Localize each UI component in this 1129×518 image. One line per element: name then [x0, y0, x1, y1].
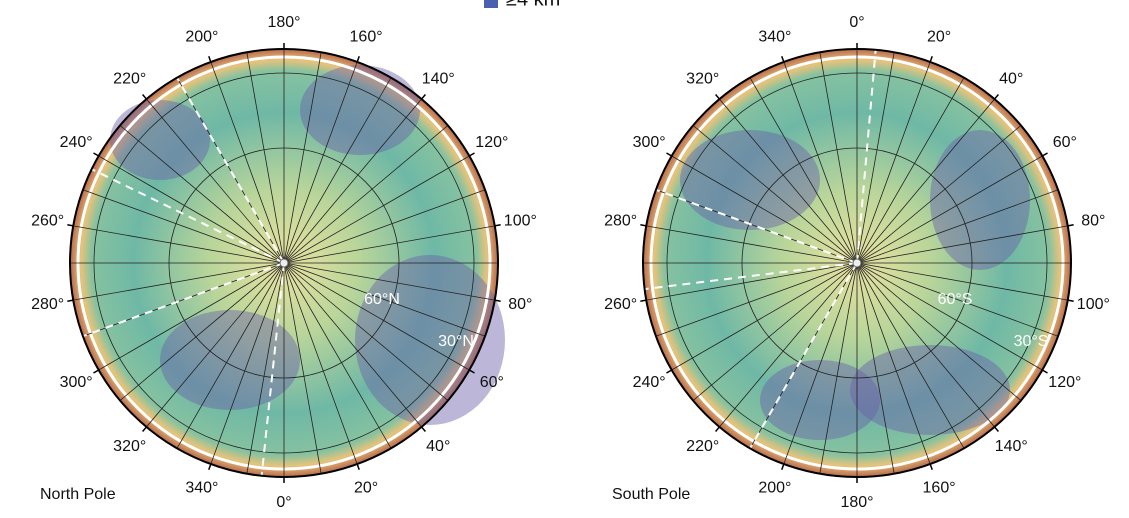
- longitude-tick: [495, 225, 501, 226]
- pole-dot: [280, 259, 288, 267]
- longitude-tick: [1042, 153, 1047, 156]
- longitude-label: 320°: [113, 438, 146, 455]
- longitude-label: 320°: [686, 70, 719, 87]
- longitude-label: 80°: [1081, 213, 1105, 230]
- longitude-tick: [995, 94, 999, 99]
- polar-map: 0° 20° 40° 60° 80° 100° 120° 140° 160° 180° 200° 22…: [31, 14, 537, 511]
- longitude-label: 0°: [849, 14, 864, 31]
- longitude-label: 160°: [350, 29, 383, 46]
- longitude-label: 20°: [354, 480, 378, 497]
- polar-map: 0° 20° 40° 60° 80° 100° 120° 140° 160° 180° 200° 22…: [604, 14, 1110, 511]
- longitude-tick: [930, 56, 932, 62]
- longitude-tick: [640, 225, 646, 226]
- longitude-tick: [67, 300, 73, 301]
- terrain-low: [355, 255, 505, 425]
- legend-label: ≥4 km: [506, 0, 560, 10]
- longitude-tick: [1068, 300, 1074, 301]
- longitude-label: 280°: [604, 213, 637, 230]
- latitude-label: 30°N: [438, 333, 474, 350]
- longitude-tick: [716, 427, 720, 432]
- longitude-tick: [782, 56, 784, 62]
- map-name: South Pole: [612, 486, 690, 503]
- longitude-tick: [716, 94, 720, 99]
- longitude-label: 200°: [185, 29, 218, 46]
- longitude-label: 40°: [999, 70, 1023, 87]
- longitude-tick: [93, 370, 98, 373]
- longitude-tick: [67, 225, 73, 226]
- longitude-label: 100°: [504, 213, 537, 230]
- longitude-tick: [357, 464, 359, 470]
- longitude-label: 200°: [758, 480, 791, 497]
- latitude-label: 60°N: [364, 291, 400, 308]
- latitude-label: 60°S: [938, 291, 973, 308]
- longitude-label: 240°: [633, 374, 666, 391]
- longitude-tick: [666, 370, 671, 373]
- longitude-label: 140°: [422, 70, 455, 87]
- longitude-tick: [469, 153, 474, 156]
- longitude-label: 80°: [508, 296, 532, 313]
- longitude-tick: [666, 153, 671, 156]
- longitude-label: 120°: [1048, 374, 1081, 391]
- legend-swatch: [484, 0, 498, 8]
- longitude-label: 60°: [480, 374, 504, 391]
- longitude-label: 240°: [60, 134, 93, 151]
- longitude-label: 160°: [923, 480, 956, 497]
- longitude-label: 260°: [604, 296, 637, 313]
- longitude-label: 40°: [426, 438, 450, 455]
- longitude-label: 60°: [1053, 134, 1077, 151]
- longitude-tick: [995, 427, 999, 432]
- longitude-tick: [782, 464, 784, 470]
- longitude-label: 0°: [276, 494, 291, 511]
- longitude-label: 340°: [758, 29, 791, 46]
- longitude-label: 120°: [475, 134, 508, 151]
- longitude-tick: [93, 153, 98, 156]
- longitude-label: 180°: [840, 494, 873, 511]
- longitude-label: 140°: [995, 438, 1028, 455]
- longitude-tick: [422, 427, 426, 432]
- longitude-tick: [1042, 370, 1047, 373]
- longitude-label: 300°: [60, 374, 93, 391]
- longitude-label: 20°: [927, 29, 951, 46]
- map-name: North Pole: [40, 486, 116, 503]
- terrain-low: [680, 130, 820, 230]
- longitude-label: 340°: [185, 480, 218, 497]
- longitude-label: 180°: [267, 14, 300, 31]
- longitude-tick: [640, 300, 646, 301]
- longitude-label: 220°: [686, 438, 719, 455]
- longitude-label: 220°: [113, 70, 146, 87]
- terrain-low: [300, 65, 420, 155]
- longitude-label: 300°: [633, 134, 666, 151]
- longitude-label: 100°: [1077, 296, 1110, 313]
- longitude-tick: [1068, 225, 1074, 226]
- terrain-low: [160, 310, 300, 410]
- longitude-label: 280°: [31, 296, 64, 313]
- longitude-tick: [209, 56, 211, 62]
- longitude-tick: [357, 56, 359, 62]
- longitude-tick: [143, 94, 147, 99]
- terrain-low: [110, 100, 210, 180]
- latitude-label: 30°S: [1014, 333, 1049, 350]
- longitude-tick: [209, 464, 211, 470]
- pole-dot: [853, 259, 861, 267]
- map-figure: ≥4 km 0° 20° 40° 60° 80° 100° 120° 140° 160° 180°…: [0, 0, 1129, 518]
- longitude-label: 260°: [31, 213, 64, 230]
- longitude-tick: [422, 94, 426, 99]
- longitude-tick: [930, 464, 932, 470]
- terrain-low: [930, 130, 1030, 270]
- longitude-tick: [495, 300, 501, 301]
- longitude-tick: [143, 427, 147, 432]
